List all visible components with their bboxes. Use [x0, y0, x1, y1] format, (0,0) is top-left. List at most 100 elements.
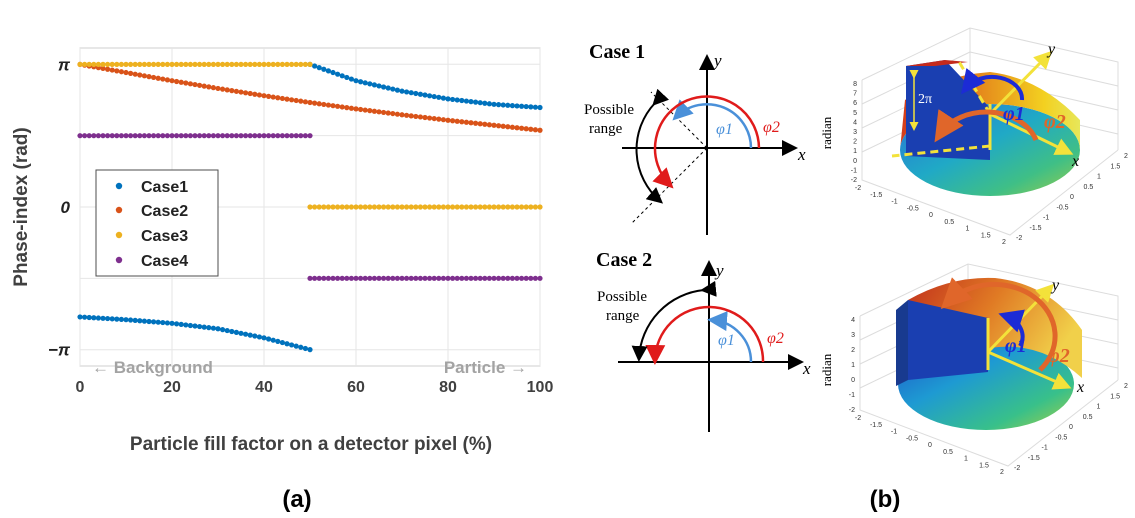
data-point — [206, 61, 212, 67]
data-point — [431, 115, 437, 122]
data-point — [491, 122, 497, 128]
data-point — [109, 61, 115, 67]
data-point — [174, 61, 180, 67]
data-point — [413, 90, 419, 97]
data-point — [187, 133, 193, 139]
data-point — [399, 88, 405, 94]
data-point — [307, 204, 313, 210]
surface1-y-label: y — [1046, 41, 1056, 58]
data-point — [459, 119, 465, 125]
panel-label-b: (b) — [870, 486, 901, 513]
data-point — [344, 204, 350, 210]
data-point — [197, 82, 203, 88]
tick-label: 5 — [853, 110, 857, 117]
data-point — [201, 133, 207, 139]
data-point — [256, 92, 262, 98]
data-point — [362, 80, 368, 86]
data-point — [367, 81, 373, 87]
data-point — [233, 329, 239, 335]
data-point — [532, 275, 539, 281]
surface1-phi2-label: φ2 — [1044, 111, 1066, 133]
tick-label: 0 — [1070, 194, 1074, 201]
data-point — [169, 78, 175, 84]
tick-label: 2 — [851, 347, 855, 354]
data-point — [528, 275, 534, 281]
data-point — [445, 275, 451, 281]
tick-label: 0.5 — [1083, 414, 1093, 421]
data-point — [261, 133, 267, 139]
data-point — [537, 127, 543, 133]
data-point — [252, 91, 258, 97]
data-point — [298, 133, 304, 139]
data-point — [123, 133, 129, 139]
data-point — [275, 338, 281, 344]
data-point — [174, 321, 180, 327]
data-point — [238, 61, 244, 67]
annotation-background: ← Background — [92, 358, 213, 377]
data-point — [477, 204, 483, 210]
data-point — [422, 275, 428, 281]
data-point — [284, 341, 290, 347]
data-point — [151, 133, 157, 139]
data-point — [275, 61, 281, 67]
data-point — [344, 74, 350, 81]
data-point — [417, 204, 423, 210]
data-point — [293, 133, 299, 139]
data-point — [390, 275, 396, 281]
data-point — [468, 275, 474, 281]
case1-x-label: x — [797, 145, 806, 164]
data-point — [82, 61, 88, 67]
data-point — [385, 85, 391, 91]
data-point — [164, 77, 170, 83]
series-case1 — [77, 61, 543, 353]
data-point — [417, 91, 423, 97]
data-point — [266, 93, 272, 99]
data-point — [404, 89, 410, 95]
data-point — [302, 61, 308, 67]
x-tick-label: 60 — [347, 379, 365, 396]
data-point — [394, 111, 400, 117]
data-point — [468, 204, 474, 210]
tick-label: 1.5 — [1111, 163, 1121, 170]
data-point — [445, 204, 451, 210]
data-point — [422, 204, 428, 210]
case1-title: Case 1 — [589, 41, 645, 63]
data-point — [256, 61, 262, 67]
data-point — [450, 118, 456, 124]
data-point — [482, 100, 488, 106]
data-point — [321, 204, 327, 210]
data-point — [486, 101, 492, 107]
data-point — [252, 333, 258, 339]
data-point — [417, 114, 423, 120]
data-point — [321, 275, 327, 281]
legend-label-case2: Case2 — [141, 203, 188, 220]
data-point — [256, 133, 262, 139]
surface2-phi1-label: φ1 — [1005, 335, 1027, 357]
data-point — [275, 95, 281, 101]
data-point — [509, 124, 515, 130]
data-point — [220, 86, 226, 92]
data-point — [252, 133, 258, 139]
data-point — [220, 133, 226, 139]
data-point — [316, 65, 322, 71]
surface1-phi1-arc — [961, 68, 1025, 101]
tick-label: 1.5 — [979, 462, 989, 469]
tick-label: -1.5 — [870, 192, 882, 199]
data-point — [422, 114, 428, 121]
data-point — [293, 343, 299, 349]
case2-y-label: y — [714, 261, 724, 280]
data-point — [422, 92, 428, 98]
data-point — [399, 204, 405, 210]
surface2-step-face — [908, 300, 988, 380]
data-point — [408, 90, 414, 96]
data-point — [344, 105, 350, 111]
tick-label: 1 — [1097, 404, 1101, 411]
data-point — [371, 275, 377, 281]
tick-labels: 0 20 40 60 80 100 π 0 −π — [48, 55, 553, 396]
data-point — [197, 133, 203, 139]
tick-label: 4 — [851, 317, 855, 324]
data-point — [261, 335, 267, 341]
data-point — [233, 88, 239, 94]
data-point — [353, 275, 359, 281]
data-point — [385, 275, 391, 281]
